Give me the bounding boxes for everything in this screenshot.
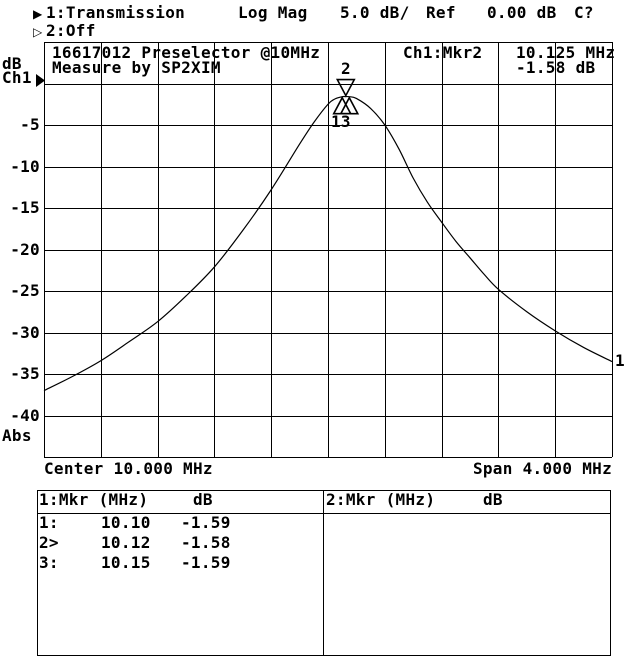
marker-1-3-numbers: 13 xyxy=(331,112,351,131)
marker-readout-freq: 10.125 MHz xyxy=(516,43,616,62)
y-axis-tick: -20 xyxy=(10,240,40,259)
trace2-definition: 2:Off xyxy=(46,21,96,40)
mkr-row-db: -1.58 xyxy=(181,533,231,552)
ref-level-pointer-icon xyxy=(36,74,45,87)
y-axis-tick: -5 xyxy=(20,115,40,134)
cal-status: C? xyxy=(574,3,594,22)
trace1-definition: 1:Transmission xyxy=(46,3,186,22)
ref-label: Ref xyxy=(426,3,456,22)
mkr-row-db: -1.59 xyxy=(181,513,231,532)
mkr-table-ch2-header: 2:Mkr (MHz) xyxy=(326,490,436,509)
mkr-row-freq: 10.12 xyxy=(101,533,151,552)
y-axis-tick: -30 xyxy=(10,323,40,342)
y-axis-tick: -15 xyxy=(10,198,40,217)
marker-2-symbol-icon xyxy=(335,78,356,98)
marker-readout-value: -1.58 dB xyxy=(516,58,596,77)
y-axis-tick: -25 xyxy=(10,281,40,300)
y-axis-unit: dB xyxy=(2,54,22,73)
graph-title-line2: Measure by SP2XIM xyxy=(52,58,221,77)
y-axis-tick: -40 xyxy=(10,406,40,425)
marker-2-number: 2 xyxy=(341,59,351,78)
center-frequency-label: Center 10.000 MHz xyxy=(44,459,213,478)
trace1-active-arrow-icon: ▶ xyxy=(33,7,43,21)
mkr-row-freq: 10.15 xyxy=(101,553,151,572)
abs-label: Abs xyxy=(2,426,32,445)
span-label: Span 4.000 MHz xyxy=(472,459,612,478)
ref-value: 0.00 dB xyxy=(487,3,557,22)
mkr-table-ch2-db-header: dB xyxy=(483,490,503,509)
marker-readout-label: Ch1:Mkr2 xyxy=(403,43,483,62)
trace2-inactive-arrow-icon: ▷ xyxy=(33,25,43,39)
trace-number-label: 1 xyxy=(615,351,625,370)
graph-title-line1: 16617012 Preselector @10MHz xyxy=(52,43,321,62)
y-axis-tick: -35 xyxy=(10,364,40,383)
mkr-table-ch1-db-header: dB xyxy=(193,490,213,509)
mkr-row-db: -1.59 xyxy=(181,553,231,572)
mkr-table-ch1-header: 1:Mkr (MHz) xyxy=(39,490,149,509)
scale-per-div: 5.0 dB/ xyxy=(340,3,410,22)
mkr-row-number: 1: xyxy=(39,513,59,532)
format-label: Log Mag xyxy=(238,3,308,22)
mkr-row-freq: 10.10 xyxy=(101,513,151,532)
mkr-row-number: 3: xyxy=(39,553,59,572)
channel-label: Ch1 xyxy=(2,68,32,87)
marker-table-frame xyxy=(37,490,611,656)
y-axis-tick: -10 xyxy=(10,157,40,176)
marker-3-symbol-icon xyxy=(339,95,360,115)
graticule xyxy=(44,42,613,458)
mkr-row-number: 2> xyxy=(39,533,59,552)
